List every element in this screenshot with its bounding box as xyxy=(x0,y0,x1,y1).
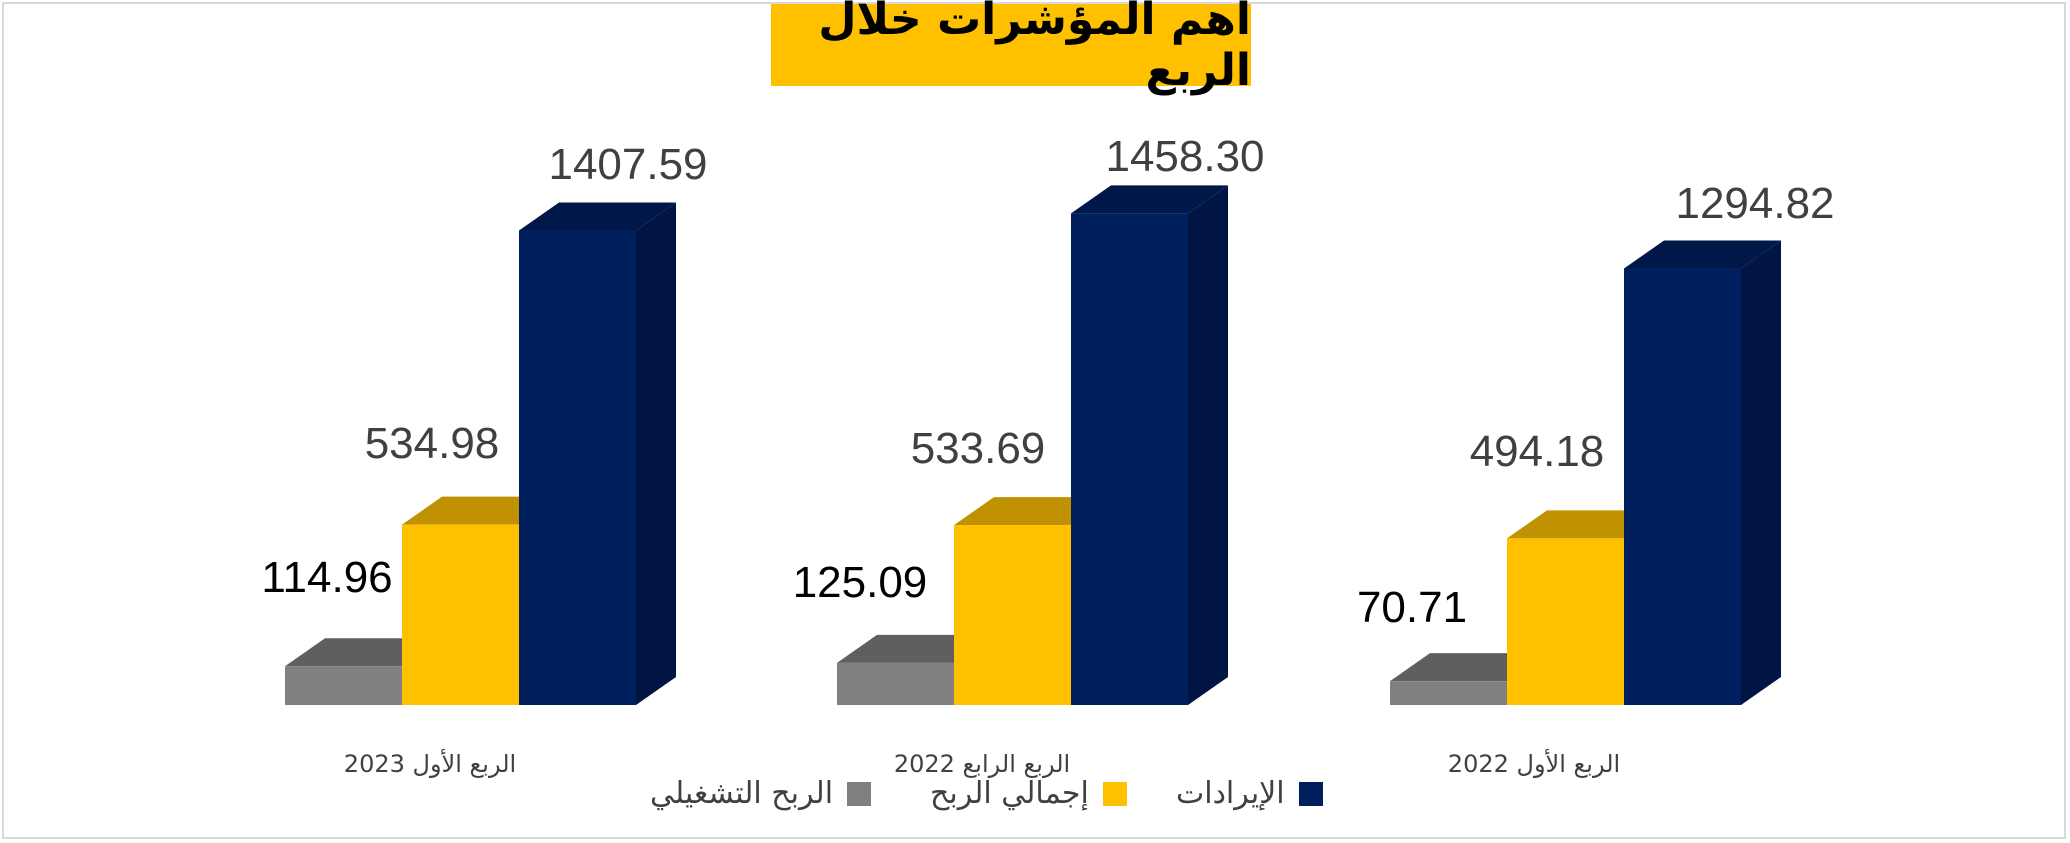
legend-label-operating-profit: الربح التشغيلي xyxy=(650,776,834,811)
data-label-revenue: 1294.82 xyxy=(1675,179,1834,228)
data-label-operating-profit: 70.71 xyxy=(1357,583,1467,632)
legend-item-gross-profit: إجمالي الربح xyxy=(930,776,1127,811)
legend-swatch-gross-profit xyxy=(1102,781,1127,806)
chart-title: أهم المؤشرات خلال الربع xyxy=(818,0,1251,96)
bar-side-revenue xyxy=(636,202,676,705)
bar-side-revenue xyxy=(1741,240,1781,705)
category-label: الربع الأول 2022 xyxy=(1448,749,1620,778)
bar-side-revenue xyxy=(1188,185,1228,705)
bar-operating-profit xyxy=(285,666,402,705)
legend-item-operating-profit: الربح التشغيلي xyxy=(650,776,872,811)
legend-label-revenue: الإيرادات xyxy=(1176,776,1285,811)
bar-operating-profit xyxy=(1390,681,1507,705)
data-label-gross-profit: 533.69 xyxy=(911,424,1046,473)
category-label: الربع الرابع 2022 xyxy=(894,750,1070,778)
bar-top-revenue xyxy=(1624,240,1781,269)
bar-operating-profit xyxy=(837,662,954,705)
legend-item-revenue: الإيرادات xyxy=(1176,776,1323,811)
data-label-revenue: 1407.59 xyxy=(548,140,707,189)
bar-group xyxy=(1390,240,1781,705)
bar-top-revenue xyxy=(1071,185,1228,214)
bar-revenue xyxy=(1071,213,1188,705)
data-label-gross-profit: 494.18 xyxy=(1470,427,1605,476)
bar-group xyxy=(285,202,676,705)
legend-swatch-operating-profit xyxy=(847,781,872,806)
bar-revenue xyxy=(519,230,636,705)
bar-gross-profit xyxy=(954,525,1071,705)
bar-gross-profit xyxy=(1507,538,1624,705)
bar-group xyxy=(837,185,1228,705)
legend-swatch-revenue xyxy=(1298,781,1323,806)
data-label-revenue: 1458.30 xyxy=(1105,132,1264,181)
category-label: الربع الأول 2023 xyxy=(344,749,516,778)
bar-revenue xyxy=(1624,268,1741,705)
bar-top-revenue xyxy=(519,202,676,231)
data-label-operating-profit: 114.96 xyxy=(261,553,392,602)
legend-label-gross-profit: إجمالي الربح xyxy=(930,776,1089,811)
chart-legend: الربح التشغيلي إجمالي الربح الإيرادات xyxy=(0,776,2070,826)
bar-gross-profit xyxy=(402,524,519,705)
data-label-gross-profit: 534.98 xyxy=(365,419,500,468)
data-label-operating-profit: 125.09 xyxy=(793,558,928,607)
chart-title-box: أهم المؤشرات خلال الربع xyxy=(771,0,1251,96)
